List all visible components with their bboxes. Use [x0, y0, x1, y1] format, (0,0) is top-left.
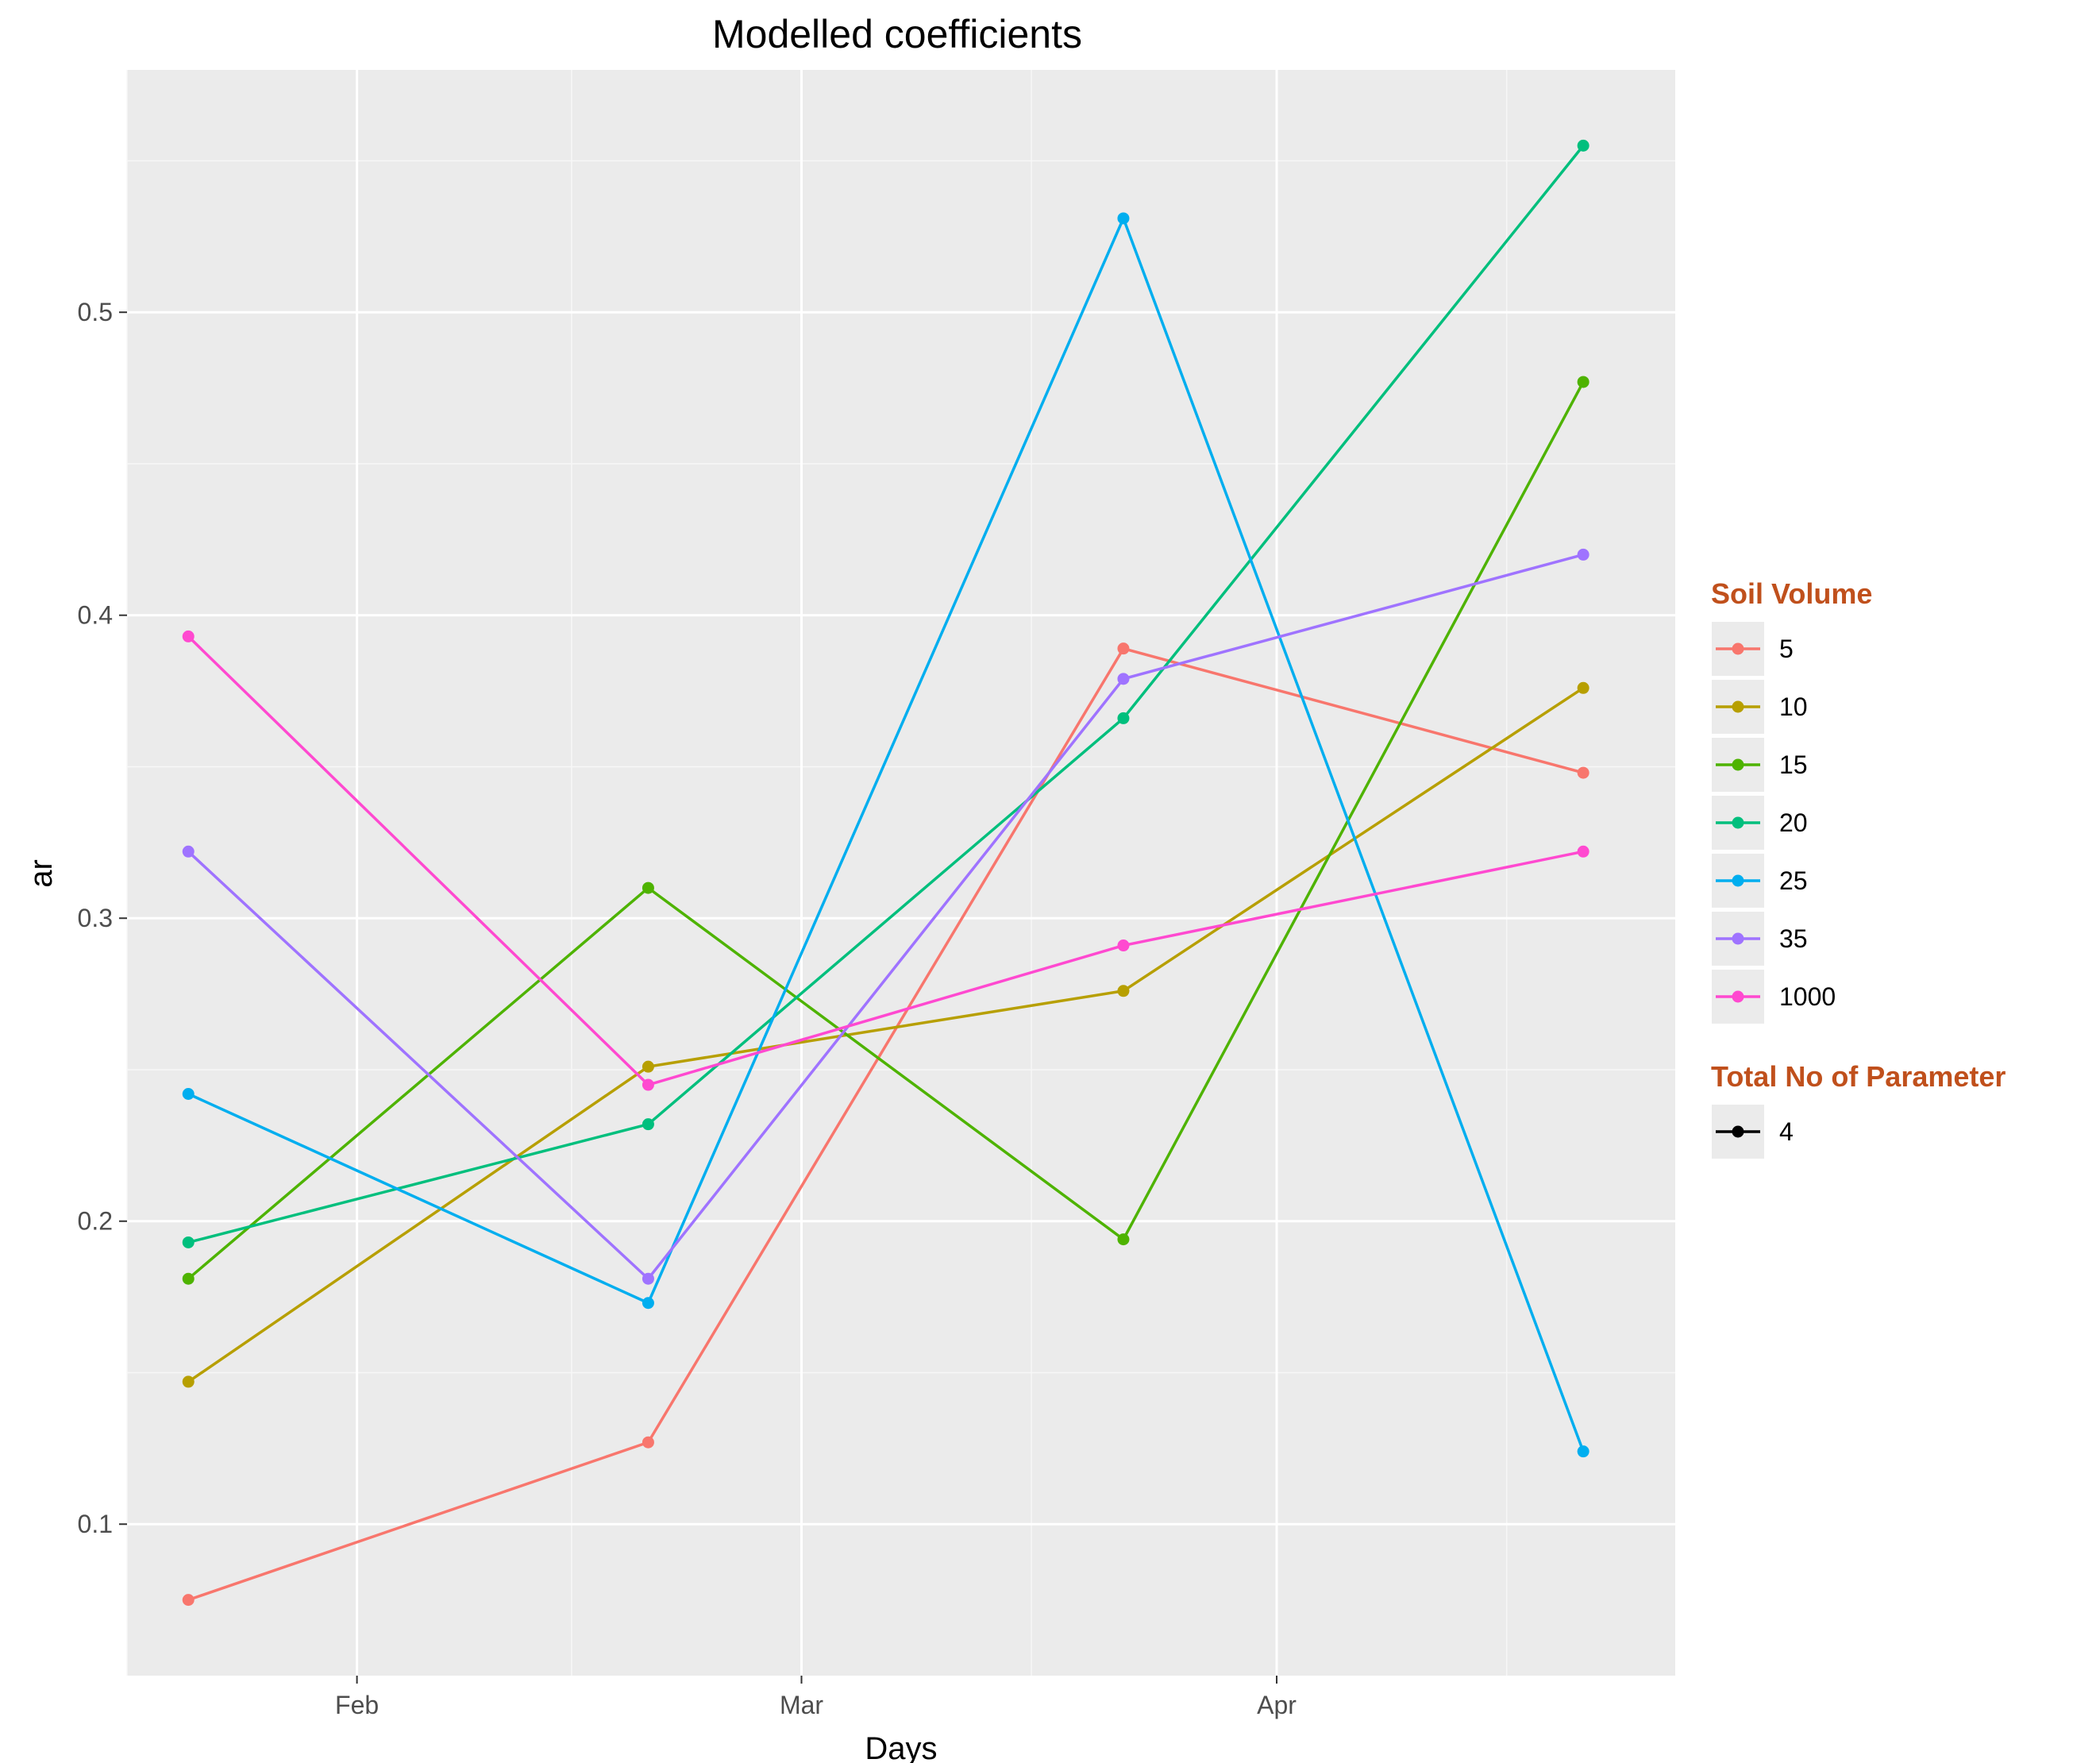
point-25-2	[1117, 212, 1130, 225]
point-20-0	[182, 1236, 195, 1248]
series-10	[182, 681, 1589, 1388]
legend-key-0-3	[1710, 794, 1766, 851]
legend-label-0-5: 35	[1779, 924, 1808, 953]
legend-key-0-6	[1710, 968, 1766, 1025]
point-1000-2	[1117, 939, 1130, 952]
x-tick-label-0: Feb	[335, 1691, 379, 1719]
point-5-3	[1577, 766, 1589, 779]
legend-title-1: Total No of Parameter	[1711, 1060, 2006, 1093]
series-layer	[182, 139, 1589, 1607]
point-20-3	[1577, 139, 1589, 152]
legend-label-0-3: 20	[1779, 808, 1808, 837]
point-10-1	[642, 1060, 654, 1073]
x-axis-ticks: Feb Mar Apr	[335, 1676, 1297, 1719]
y-axis-title: ar	[24, 859, 59, 888]
point-15-0	[182, 1272, 195, 1285]
point-5-2	[1117, 642, 1130, 655]
y-tick-label-4: 0.5	[78, 298, 113, 326]
series-15	[182, 376, 1589, 1285]
x-tick-label-1: Mar	[780, 1691, 823, 1719]
point-10-0	[182, 1375, 195, 1388]
point-25-0	[182, 1088, 195, 1101]
legend-label-0-0: 5	[1779, 635, 1794, 663]
point-15-3	[1577, 376, 1589, 388]
point-15-2	[1117, 1233, 1130, 1246]
point-35-3	[1577, 548, 1589, 561]
point-35-1	[642, 1272, 654, 1285]
series-35	[182, 548, 1589, 1285]
y-tick-label-0: 0.1	[78, 1510, 113, 1538]
point-10-2	[1117, 985, 1130, 997]
series-25	[182, 212, 1589, 1458]
point-25-1	[642, 1297, 654, 1310]
y-axis-ticks: 0.1 0.2 0.3 0.4 0.5	[78, 298, 127, 1538]
legend-key-0-1	[1710, 678, 1766, 735]
y-tick-label-2: 0.3	[78, 904, 113, 932]
legend-key-0-2	[1710, 736, 1766, 793]
legend-key-0-0	[1710, 620, 1766, 677]
point-1000-1	[642, 1078, 654, 1091]
series-1000	[182, 630, 1589, 1091]
point-5-0	[182, 1594, 195, 1607]
chart-title: Modelled coefficients	[712, 12, 1082, 56]
series-line-5	[187, 646, 1584, 1602]
legend-label-0-6: 1000	[1779, 982, 1836, 1011]
series-line-1000	[187, 635, 1584, 1087]
legend-key-0-5	[1710, 910, 1766, 967]
series-5	[182, 642, 1589, 1607]
point-35-2	[1117, 673, 1130, 685]
legend-title-0: Soil Volume	[1711, 577, 1872, 610]
series-line-20	[187, 145, 1585, 1244]
x-tick-label-2: Apr	[1257, 1691, 1297, 1719]
point-1000-3	[1577, 845, 1589, 858]
y-tick-label-1: 0.2	[78, 1207, 113, 1236]
legend-label-0-1: 10	[1779, 692, 1808, 721]
legend-key-1-0	[1710, 1103, 1766, 1160]
y-tick-label-3: 0.4	[78, 601, 113, 630]
point-25-3	[1577, 1445, 1589, 1458]
series-line-10	[187, 686, 1585, 1383]
series-20	[182, 139, 1589, 1248]
point-35-0	[182, 845, 195, 858]
legend-label-1-0: 4	[1779, 1117, 1794, 1146]
legend-key-0-4	[1710, 852, 1766, 909]
point-1000-0	[182, 630, 195, 642]
legend-label-0-4: 25	[1779, 866, 1808, 895]
series-line-35	[187, 553, 1584, 1281]
point-15-1	[642, 882, 654, 894]
series-line-25	[187, 214, 1585, 1452]
point-20-1	[642, 1118, 654, 1131]
x-axis-title: Days	[865, 1731, 937, 1763]
point-10-3	[1577, 681, 1589, 694]
plot-panel	[127, 70, 1675, 1676]
legend-label-0-2: 15	[1779, 750, 1808, 779]
grid-major	[127, 70, 1675, 1676]
series-line-15	[187, 381, 1585, 1280]
legend: Soil Volume 5 10 15 20 25 35 1000 Total No of Pa…	[1710, 577, 2006, 1160]
point-20-2	[1117, 712, 1130, 724]
point-5-1	[642, 1436, 654, 1449]
grid-minor	[126, 70, 1675, 1676]
